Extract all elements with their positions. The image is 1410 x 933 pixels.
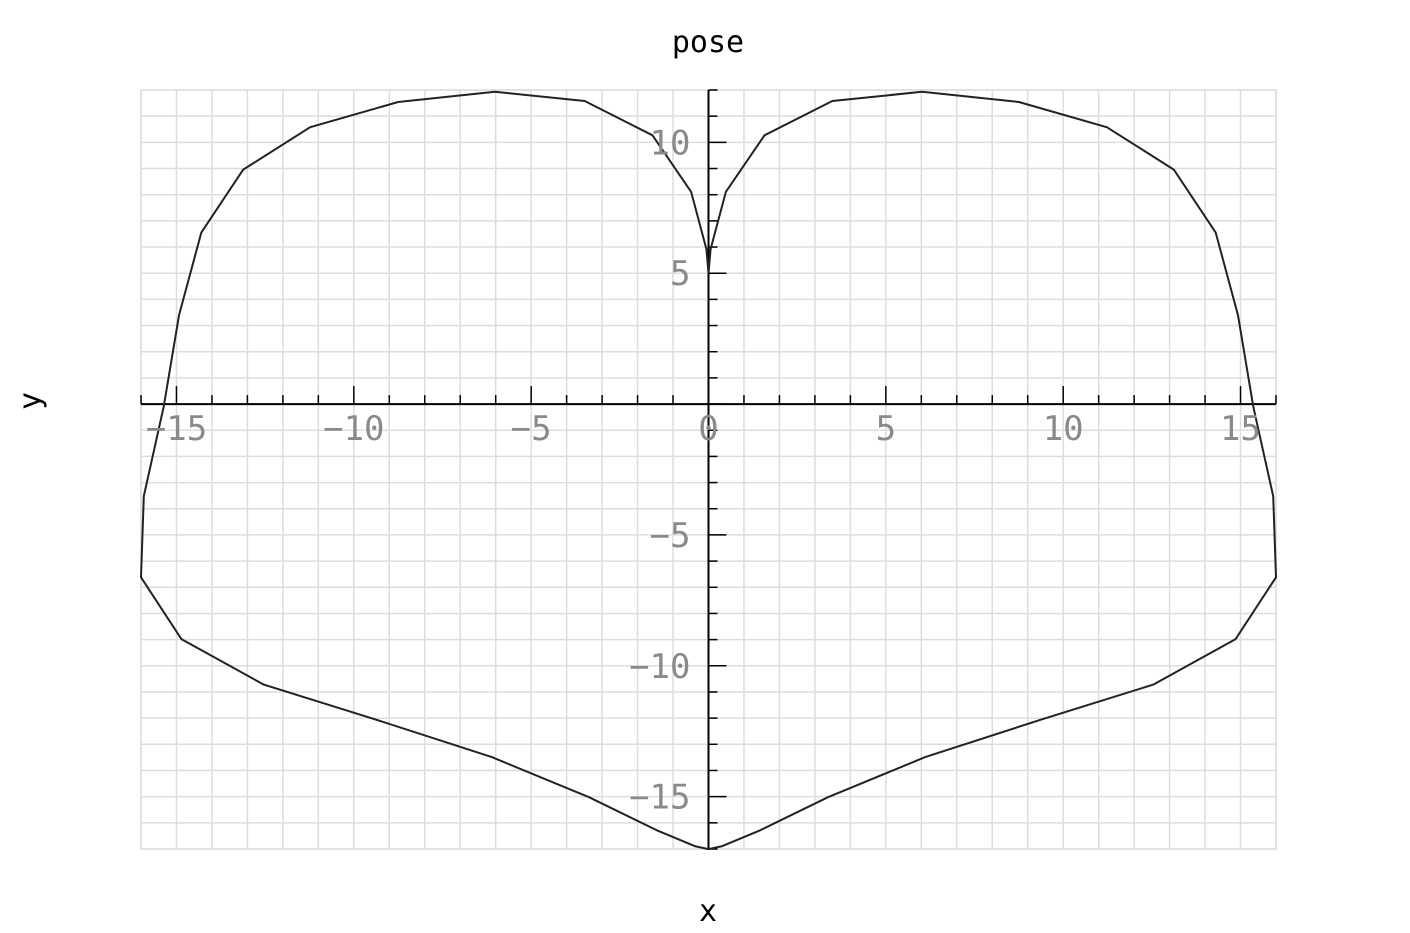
tick-labels: −15 −10 −5 0 5 10 15 −15 −10 −5 5 10 [146, 123, 1261, 817]
y-tick-label: −15 [629, 778, 690, 818]
y-tick-label: −10 [629, 647, 690, 687]
series-layer [140, 90, 1277, 850]
heart-curve-series [140, 90, 1277, 850]
x-tick-label: 15 [1220, 409, 1261, 449]
y-tick-label: 5 [670, 254, 690, 294]
x-tick-label: 10 [1043, 409, 1084, 449]
x-tick-label: −10 [323, 409, 384, 449]
x-tick-label: 5 [876, 409, 896, 449]
chart-title: pose [672, 25, 744, 60]
x-tick-label: 0 [698, 409, 718, 449]
y-tick-label: 10 [650, 123, 691, 163]
grid [140, 89, 1277, 850]
x-tick-label: −15 [146, 409, 207, 449]
axes [140, 89, 1277, 850]
x-axis-label: x [699, 894, 717, 929]
x-tick-label: −5 [511, 409, 552, 449]
y-tick-label: −5 [650, 516, 691, 556]
y-axis-label: y [13, 392, 48, 410]
